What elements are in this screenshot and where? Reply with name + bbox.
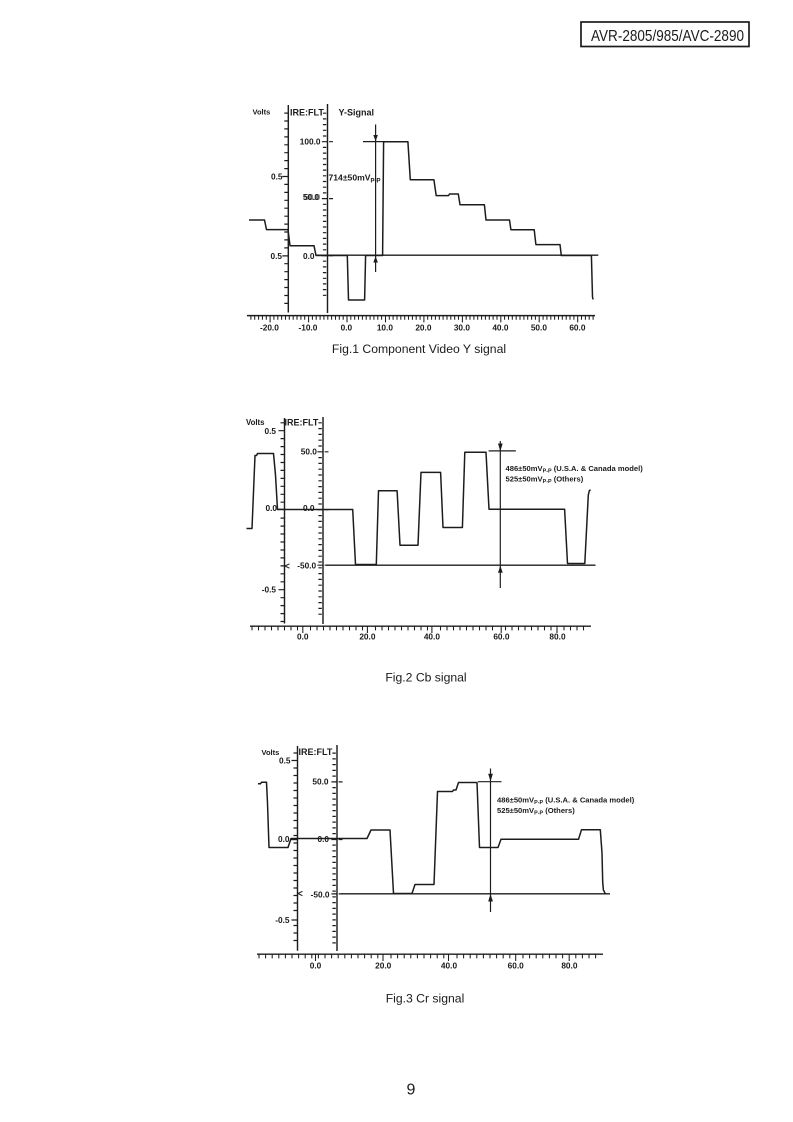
svg-text:Y-Signal: Y-Signal bbox=[339, 108, 375, 118]
svg-text:60.0: 60.0 bbox=[508, 960, 525, 970]
svg-text:20.0: 20.0 bbox=[415, 323, 432, 333]
svg-text:80.0: 80.0 bbox=[549, 632, 566, 642]
svg-text:-0.5: -0.5 bbox=[262, 585, 277, 595]
svg-text:60.0: 60.0 bbox=[569, 323, 586, 333]
svg-text:20.0: 20.0 bbox=[359, 632, 376, 642]
svg-text:80.0: 80.0 bbox=[561, 960, 578, 970]
svg-text:Volts: Volts bbox=[262, 748, 280, 757]
svg-text:-20.0: -20.0 bbox=[260, 323, 279, 333]
svg-text:0.0: 0.0 bbox=[303, 251, 315, 261]
svg-text:10.0: 10.0 bbox=[377, 323, 394, 333]
svg-text:-50.0: -50.0 bbox=[297, 561, 316, 571]
svg-text:AVR-2805/985/AVC-2890: AVR-2805/985/AVC-2890 bbox=[591, 28, 744, 45]
svg-text:0.0: 0.0 bbox=[278, 834, 290, 844]
svg-text:Volts: Volts bbox=[246, 418, 265, 427]
svg-text:-50.0: -50.0 bbox=[311, 890, 330, 900]
svg-text:40.0: 40.0 bbox=[424, 632, 441, 642]
svg-text:0.5: 0.5 bbox=[279, 756, 291, 766]
svg-text:100.0: 100.0 bbox=[300, 137, 321, 147]
svg-text:50.0: 50.0 bbox=[312, 777, 329, 787]
svg-text:525±50mVP-P (Others): 525±50mVP-P (Others) bbox=[497, 806, 575, 817]
svg-text:0.0: 0.0 bbox=[310, 960, 322, 970]
svg-text:Volts: Volts bbox=[253, 108, 271, 117]
svg-text:0.0: 0.0 bbox=[265, 503, 277, 513]
svg-text:0.0: 0.0 bbox=[297, 632, 309, 642]
svg-text:Fig.3 Cr signal: Fig.3 Cr signal bbox=[386, 992, 465, 1006]
svg-text:20.0: 20.0 bbox=[375, 960, 392, 970]
svg-text:IRE:FLT: IRE:FLT bbox=[285, 417, 319, 427]
svg-text:714±50mVP-P: 714±50mVP-P bbox=[329, 173, 381, 185]
svg-text:486±50mVP-P (U.S.A. & Canada m: 486±50mVP-P (U.S.A. & Canada model) bbox=[497, 796, 635, 807]
svg-text:525±50mVP-P (Others): 525±50mVP-P (Others) bbox=[506, 475, 584, 486]
svg-text:486±50mVP-P (U.S.A. & Canada m: 486±50mVP-P (U.S.A. & Canada model) bbox=[506, 464, 644, 475]
svg-text:50.0: 50.0 bbox=[304, 192, 321, 202]
svg-text:50.0: 50.0 bbox=[301, 447, 318, 457]
svg-text:40.0: 40.0 bbox=[441, 960, 458, 970]
svg-text:50.0: 50.0 bbox=[531, 323, 548, 333]
svg-text:-10.0: -10.0 bbox=[298, 323, 317, 333]
svg-text:0.0: 0.0 bbox=[303, 503, 315, 513]
svg-text:9: 9 bbox=[407, 1082, 416, 1099]
svg-text:Fig.1 Component Video Y signal: Fig.1 Component Video Y signal bbox=[332, 342, 506, 356]
svg-text:30.0: 30.0 bbox=[454, 323, 471, 333]
svg-text:0.5: 0.5 bbox=[270, 251, 282, 261]
svg-text:60.0: 60.0 bbox=[493, 632, 510, 642]
svg-text:0.5: 0.5 bbox=[271, 172, 283, 182]
svg-text:IRE:FLT: IRE:FLT bbox=[299, 747, 333, 757]
svg-text:40.0: 40.0 bbox=[492, 323, 509, 333]
svg-text:-0.5: -0.5 bbox=[275, 915, 290, 925]
svg-text:IRE:FLT: IRE:FLT bbox=[290, 108, 324, 118]
svg-text:0.0: 0.0 bbox=[341, 323, 353, 333]
svg-text:0.5: 0.5 bbox=[264, 426, 276, 436]
svg-text:50.0: 50.0 bbox=[303, 192, 320, 202]
svg-text:Fig.2 Cb signal: Fig.2 Cb signal bbox=[385, 671, 466, 685]
